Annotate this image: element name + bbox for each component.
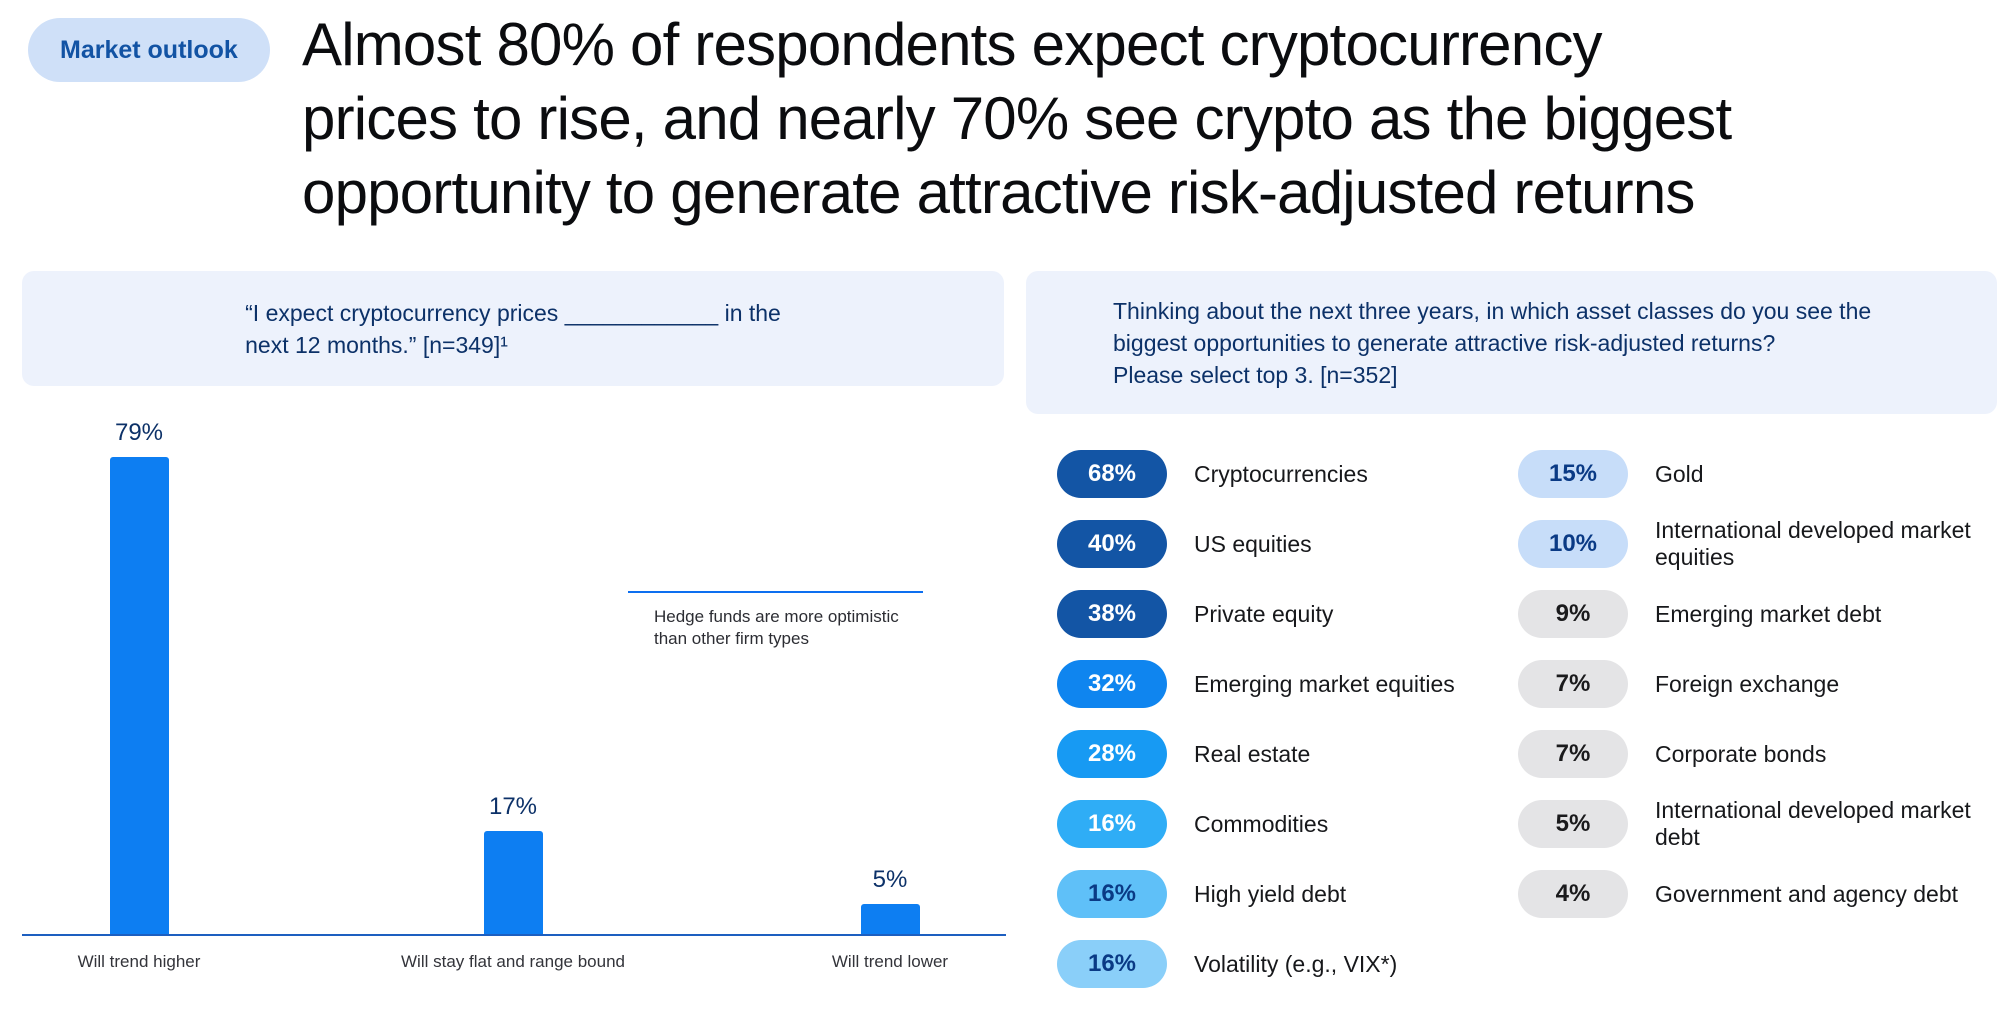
asset-label: Real estate [1194,740,1311,767]
asset-label: Emerging market debt [1655,600,1882,627]
bar-trend-lower [860,904,920,934]
asset-row: 16% Commodities [1057,800,1527,848]
asset-label: US equities [1194,530,1312,557]
annotation-line-2: than other firm types [654,629,809,648]
asset-label: Government and agency debt [1655,880,1959,907]
asset-label: High yield debt [1194,880,1347,907]
right-question-text: Thinking about the next three years, in … [1026,295,1871,391]
x-axis-label-trend-higher: Will trend higher [77,952,201,971]
x-axis-label-flat-range: Will stay flat and range bound [401,952,625,971]
asset-row: 10% International developed market equiti… [1518,517,1997,570]
bar-flat-range [483,831,543,934]
asset-percent-pill: 7% [1518,660,1628,708]
asset-row: 5% International developed market debt [1518,797,1997,850]
asset-row: 4% Government and agency debt [1518,870,1997,918]
asset-label: Commodities [1194,810,1329,837]
asset-percent-pill: 9% [1518,590,1628,638]
asset-label: Gold [1655,460,1704,487]
asset-label: Cryptocurrencies [1194,460,1368,487]
asset-row: 16% High yield debt [1057,870,1527,918]
asset-percent-pill: 16% [1057,800,1167,848]
asset-row: 7% Corporate bonds [1518,730,1997,778]
asset-percent-pill: 10% [1518,520,1628,568]
page-title-line-2: prices to rise, and nearly 70% see crypt… [302,85,1732,152]
bar-group-flat-range: 17% [373,793,653,934]
asset-percent-pill: 38% [1057,590,1167,638]
asset-row: 40% US equities [1057,520,1527,568]
asset-row: 16% Volatility (e.g., VIX*) [1057,940,1527,988]
left-question-box: “I expect cryptocurrency prices ________… [22,271,1004,386]
asset-row: 9% Emerging market debt [1518,590,1997,638]
asset-label: Foreign exchange [1655,670,1840,697]
asset-row: 68% Cryptocurrencies [1057,450,1527,498]
x-axis-label-trend-lower: Will trend lower [831,952,949,971]
asset-percent-pill: 4% [1518,870,1628,918]
asset-label: International developed market equities [1655,517,1971,570]
asset-row: 15% Gold [1518,450,1997,498]
asset-percent-pill: 16% [1057,940,1167,988]
left-question-line-1: “I expect cryptocurrency prices ________… [245,299,781,326]
page-title-line-1: Almost 80% of respondents expect cryptoc… [302,11,1603,78]
right-question-line-1: Thinking about the next three years, in … [1113,297,1872,324]
bar-trend-higher [109,457,169,934]
asset-row: 7% Foreign exchange [1518,660,1997,708]
asset-row: 32% Emerging market equities [1057,660,1527,708]
market-outlook-badge: Market outlook [28,18,270,82]
annotation-line-1: Hedge funds are more optimistic [654,607,899,626]
market-outlook-badge-label: Market outlook [60,35,238,64]
bar-group-trend-higher: 79% [0,419,279,934]
asset-label: International developed market debt [1655,797,1971,850]
asset-label: Private equity [1194,600,1334,627]
asset-percent-pill: 40% [1057,520,1167,568]
right-question-line-2: biggest opportunities to generate attrac… [1113,329,1776,356]
chart-annotation: Hedge funds are more optimistic than oth… [628,591,938,650]
annotation-text: Hedge funds are more optimistic than oth… [654,606,938,650]
left-question-line-2: next 12 months.” [n=349]¹ [245,331,508,358]
asset-row: 28% Real estate [1057,730,1527,778]
asset-list-col-2: 15% Gold 10% International developed market… [1518,450,1997,918]
annotation-rule-line [628,591,923,593]
left-question-text: “I expect cryptocurrency prices ________… [245,297,781,361]
bar-value-label: 5% [872,866,908,893]
asset-label: Corporate bonds [1655,740,1827,767]
asset-percent-pill: 7% [1518,730,1628,778]
page-title: Almost 80% of respondents expect cryptoc… [302,8,1732,230]
asset-percent-pill: 15% [1518,450,1628,498]
asset-label: Volatility (e.g., VIX*) [1194,950,1398,977]
asset-percent-pill: 68% [1057,450,1167,498]
bar-chart: 79% 17% 5% Hedge funds are more optimist… [22,419,1006,971]
right-question-line-3: Please select top 3. [n=352] [1113,361,1398,388]
page-title-line-3: opportunity to generate attractive risk-… [302,159,1695,226]
asset-list-col-1: 68% Cryptocurrencies 40% US equities 38% Priv… [1057,450,1527,988]
asset-percent-pill: 28% [1057,730,1167,778]
bar-value-label: 79% [114,419,164,446]
right-question-box: Thinking about the next three years, in … [1026,271,1997,414]
asset-label: Emerging market equities [1194,670,1455,697]
asset-percent-pill: 5% [1518,800,1628,848]
asset-percent-pill: 32% [1057,660,1167,708]
asset-percent-pill: 16% [1057,870,1167,918]
asset-row: 38% Private equity [1057,590,1527,638]
bar-value-label: 17% [488,793,538,820]
bar-group-trend-lower: 5% [750,866,1030,934]
